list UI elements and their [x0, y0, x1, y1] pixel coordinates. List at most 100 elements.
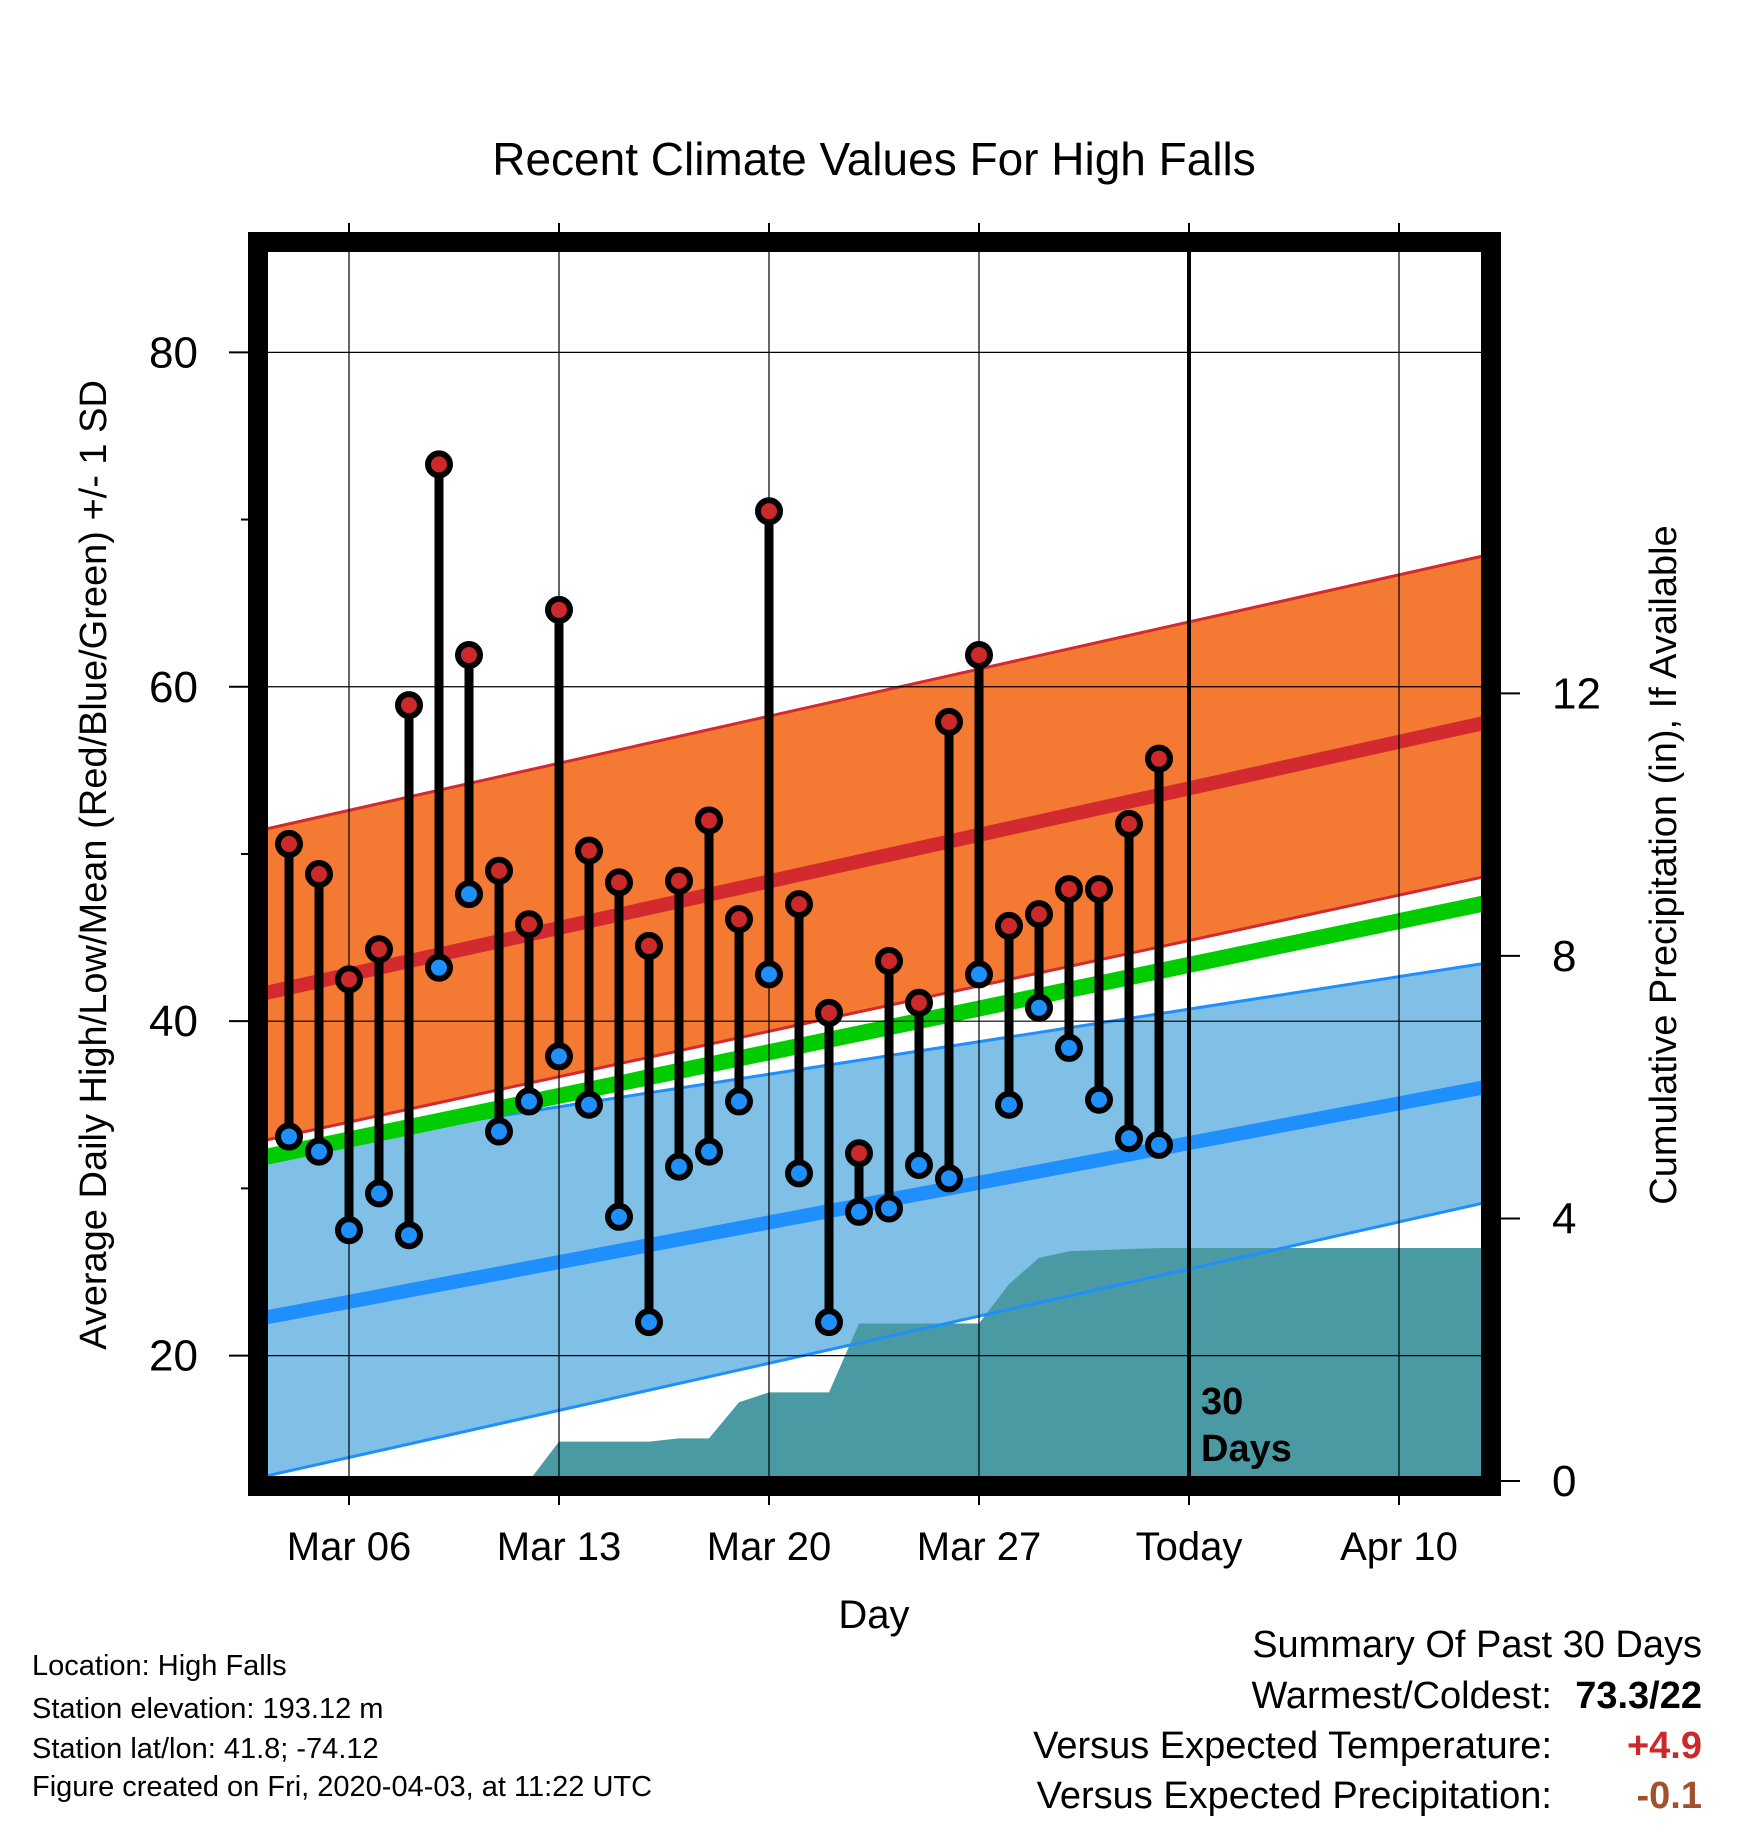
latlon-label: Station lat/lon: 41.8; -74.12: [32, 1733, 379, 1765]
x-tick-label: Apr 10: [1340, 1525, 1458, 1569]
high-point: [1145, 744, 1173, 773]
high-point: [1085, 875, 1113, 904]
low-point: [845, 1197, 873, 1226]
normal-high-line: [263, 715, 1486, 1001]
y-tick-label: 40: [149, 997, 198, 1046]
low-point: [875, 1194, 903, 1223]
high-point: [1025, 900, 1053, 929]
low-sd-band: [263, 963, 1486, 1477]
location-label: Location: High Falls: [32, 1650, 287, 1682]
high-point: [1115, 809, 1143, 838]
normal-mean-line: [263, 894, 1486, 1166]
y2-tick-label: 12: [1552, 669, 1601, 718]
high-point: [965, 640, 993, 669]
high-point: [845, 1139, 873, 1168]
low-point: [275, 1122, 303, 1151]
precip-value: -0.1: [1636, 1775, 1702, 1817]
y-tick-label: 80: [149, 328, 198, 377]
low-point: [575, 1090, 603, 1119]
low-point: [995, 1090, 1023, 1119]
high-point: [515, 910, 543, 939]
x-axis-label: Day: [838, 1593, 909, 1637]
low-point: [785, 1159, 813, 1188]
warm-cold-value: 73.3/22: [1575, 1675, 1702, 1717]
x-tick-label: Mar 06: [287, 1525, 412, 1569]
summary-temp: Versus Expected Temperature: +4.9: [1033, 1727, 1702, 1765]
high-point: [275, 829, 303, 858]
plot-frame: [248, 232, 1501, 1496]
low-point: [425, 953, 453, 982]
low-point: [635, 1308, 663, 1337]
low-point: [1145, 1130, 1173, 1159]
elevation-label: Station elevation: 193.12 m: [32, 1693, 384, 1725]
low-point: [905, 1150, 933, 1179]
high-sd-band: [263, 555, 1486, 1141]
low-point: [1085, 1085, 1113, 1114]
high-point: [545, 595, 573, 624]
high-point: [305, 860, 333, 889]
today-label: 30: [1201, 1381, 1243, 1423]
precip-area: [263, 1247, 1486, 1481]
high-point: [755, 497, 783, 526]
y-axis-label: Average Daily High/Low/Mean (Red/Blue/Gr…: [73, 380, 115, 1350]
x-tick-label: Mar 20: [707, 1525, 832, 1569]
low-point: [965, 960, 993, 989]
high-point: [455, 640, 483, 669]
low-point: [755, 960, 783, 989]
y2-axis-label: Cumulative Precipitation (in), If Availa…: [1643, 525, 1685, 1204]
low-point: [815, 1308, 843, 1337]
high-point: [605, 868, 633, 897]
temp-value: +4.9: [1626, 1725, 1702, 1767]
y2-tick-label: 4: [1552, 1194, 1576, 1243]
summary-precip: Versus Expected Precipitation: -0.1: [1037, 1777, 1702, 1815]
high-point: [425, 450, 453, 479]
x-tick-label: Mar 27: [917, 1525, 1042, 1569]
temp-label: Versus Expected Temperature:: [1033, 1725, 1552, 1767]
normal-low-line: [263, 1079, 1486, 1326]
low-point: [485, 1117, 513, 1146]
high-point: [695, 806, 723, 835]
summary-warm-cold: Warmest/Coldest: 73.3/22: [1251, 1677, 1702, 1715]
high-point: [575, 836, 603, 865]
high-point: [365, 935, 393, 964]
plot-area: 30 Days Mar 06 Mar 13 Mar 20 Mar 27 Today Apr 1…: [149, 223, 1601, 1569]
low-point: [395, 1221, 423, 1250]
high-point: [635, 931, 663, 960]
chart-title: Recent Climate Values For High Falls: [492, 133, 1256, 185]
low-point: [935, 1164, 963, 1193]
high-point: [935, 707, 963, 736]
high-point: [335, 965, 363, 994]
high-point: [725, 905, 753, 934]
today-label: Days: [1201, 1428, 1292, 1470]
high-point: [485, 856, 513, 885]
low-point: [605, 1202, 633, 1231]
y2-tick-label: 8: [1552, 932, 1576, 981]
low-point: [365, 1179, 393, 1208]
high-point: [1055, 875, 1083, 904]
low-sd-lower-line: [263, 1200, 1486, 1479]
y2-tick-label: 0: [1552, 1457, 1576, 1506]
high-point: [995, 911, 1023, 940]
precip-label: Versus Expected Precipitation:: [1036, 1775, 1552, 1817]
x-tick-label: Mar 13: [497, 1525, 622, 1569]
high-point: [815, 998, 843, 1027]
summary-title: Summary Of Past 30 Days: [1252, 1624, 1702, 1666]
warm-cold-label: Warmest/Coldest:: [1251, 1675, 1552, 1717]
y-tick-label: 60: [149, 663, 198, 712]
low-point: [1025, 993, 1053, 1022]
high-point: [875, 946, 903, 975]
plot-content: [263, 247, 1486, 1481]
high-point: [665, 866, 693, 895]
high-point: [905, 988, 933, 1017]
high-sd-upper-line: [263, 553, 1486, 832]
high-sd-lower-line: [263, 874, 1486, 1143]
high-point: [395, 691, 423, 720]
high-point: [785, 890, 813, 919]
y-tick-label: 20: [149, 1332, 198, 1381]
low-point: [1115, 1124, 1143, 1153]
created-label: Figure created on Fri, 2020-04-03, at 11…: [32, 1771, 653, 1803]
low-point: [695, 1137, 723, 1166]
x-tick-label: Today: [1136, 1525, 1243, 1569]
low-point: [515, 1087, 543, 1116]
